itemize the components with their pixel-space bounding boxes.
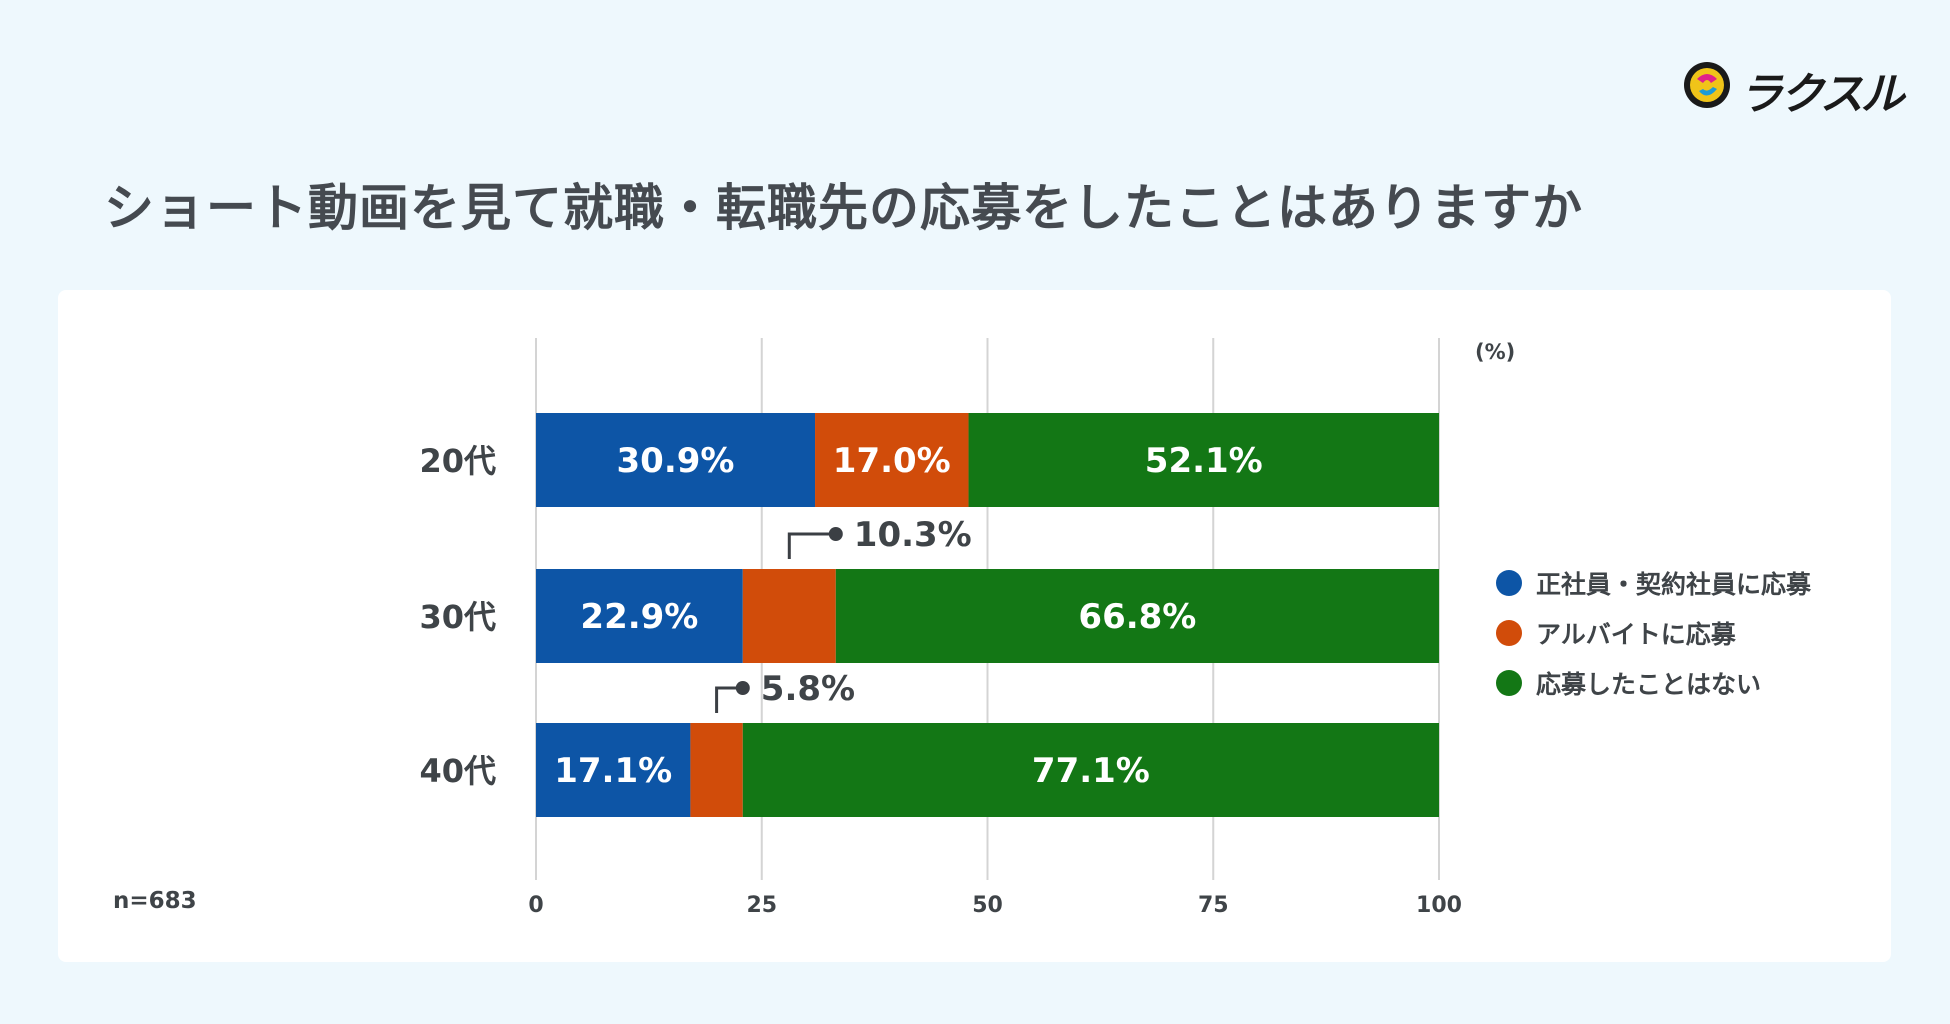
unit-label: (%) [1475,340,1515,364]
x-tick-label: 25 [746,893,777,918]
data-label: 66.8% [1078,597,1196,637]
bar-segment [536,569,743,663]
bar-segment [815,413,969,507]
legend-item: 正社員・契約社員に応募 [1496,558,1811,608]
data-label: 5.8% [761,669,855,709]
legend-item: 応募したことはない [1496,658,1811,708]
bar-segment [835,569,1439,663]
chart-panel: (%) 0 25 50 75 100 20代 30.9% 17.0% 52.1% 30代 22.9% 1… [58,290,1891,962]
bar-segment [536,723,691,817]
legend-swatch [1496,620,1522,646]
data-label: 17.0% [833,441,951,481]
legend-label: アルバイトに応募 [1536,620,1736,649]
bar-segment [742,723,1439,817]
chart-legend: 正社員・契約社員に応募 アルバイトに応募 応募したことはない [1496,558,1811,708]
legend-swatch [1496,670,1522,696]
callout-dot [735,681,750,695]
bar-segment [536,413,816,507]
bar-chart: (%) 0 25 50 75 100 20代 30.9% 17.0% 52.1% 30代 22.9% 1… [419,338,1515,918]
sample-size-note: n=683 [113,888,197,914]
x-tick-label: 100 [1416,893,1462,918]
category-label: 20代 [419,442,496,480]
callout-dot [828,527,843,541]
logo-mark-icon [1684,62,1730,108]
legend-swatch [1496,570,1522,596]
data-label: 52.1% [1145,441,1263,481]
data-label: 30.9% [617,441,735,481]
data-label: 17.1% [554,751,672,791]
logo-text: ラクスル [1739,69,1905,120]
x-tick-label: 50 [972,893,1003,918]
callout-line [787,532,836,559]
data-label: 77.1% [1032,751,1150,791]
legend-label: 応募したことはない [1536,670,1762,699]
bar-segment [690,723,743,817]
page-title: ショート動画を見て就職・転職先の応募をしたことはありますか [104,179,1583,237]
category-label: 30代 [419,598,496,636]
bar-segment [968,413,1439,507]
category-label: 40代 [419,752,496,790]
x-tick-label: 0 [528,893,543,918]
data-label: 22.9% [580,597,698,637]
data-label: 10.3% [854,515,972,555]
callout-line [715,686,743,713]
legend-label: 正社員・契約社員に応募 [1536,570,1812,599]
x-tick-label: 75 [1198,893,1229,918]
bar-segment [742,569,836,663]
legend-item: アルバイトに応募 [1496,608,1811,658]
